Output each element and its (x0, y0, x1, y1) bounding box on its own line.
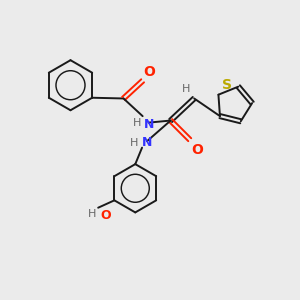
Text: O: O (100, 209, 111, 222)
Text: H: H (182, 84, 190, 94)
Text: H: H (88, 209, 97, 219)
Text: O: O (143, 65, 155, 79)
Text: N: N (142, 136, 152, 149)
Text: H: H (130, 138, 138, 148)
Text: S: S (222, 78, 232, 92)
Text: O: O (191, 142, 203, 157)
Text: H: H (133, 118, 141, 128)
Text: N: N (144, 118, 154, 130)
